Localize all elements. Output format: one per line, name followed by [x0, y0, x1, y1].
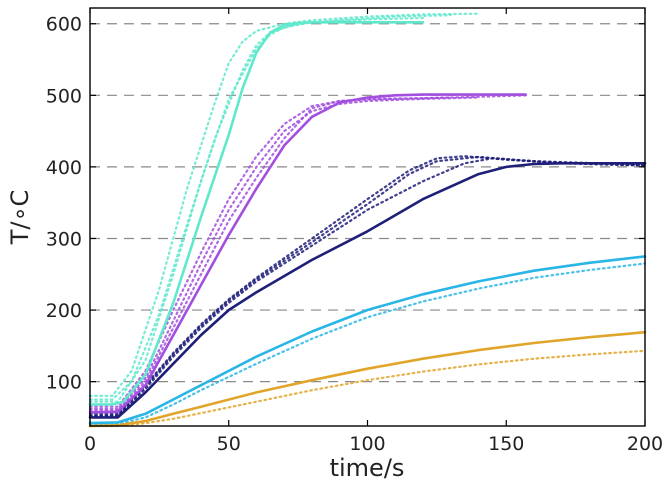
tick-layer: 100 200 300 400 500 600 0 50 100 150 200 — [46, 8, 663, 455]
y-tick-label-200: 200 — [46, 300, 82, 322]
series-line-3 — [88, 14, 452, 401]
series-line-1 — [88, 21, 425, 406]
series-line-8 — [88, 96, 452, 412]
grid-layer — [90, 23, 645, 383]
x-tick-label-200: 200 — [627, 433, 663, 455]
series-line-15 — [88, 330, 647, 428]
x-tick-label-100: 100 — [349, 433, 385, 455]
y-tick-label-300: 300 — [46, 228, 82, 250]
y-tick-label-600: 600 — [46, 14, 82, 36]
series-line-9 — [88, 162, 647, 419]
x-tick-label-0: 0 — [84, 433, 96, 455]
series-line-5 — [88, 93, 527, 414]
x-tick-label-150: 150 — [488, 433, 524, 455]
series-line-12 — [88, 155, 647, 417]
x-tick-label-50: 50 — [217, 433, 241, 455]
series-layer — [88, 12, 647, 428]
series-line-7 — [88, 96, 480, 410]
series-line-14 — [88, 262, 647, 426]
series-line-2 — [88, 12, 480, 397]
y-tick-label-400: 400 — [46, 157, 82, 179]
series-line-11 — [88, 157, 647, 418]
series-line-6 — [88, 94, 530, 408]
series-line-16 — [88, 349, 647, 428]
y-tick-label-500: 500 — [46, 85, 82, 107]
y-axis-label: T/∘C — [6, 190, 34, 246]
x-axis-label: time/s — [330, 454, 405, 482]
series-line-4 — [88, 16, 425, 403]
y-tick-label-100: 100 — [46, 372, 82, 394]
series-line-13 — [88, 255, 647, 425]
series-line-10 — [88, 155, 647, 415]
